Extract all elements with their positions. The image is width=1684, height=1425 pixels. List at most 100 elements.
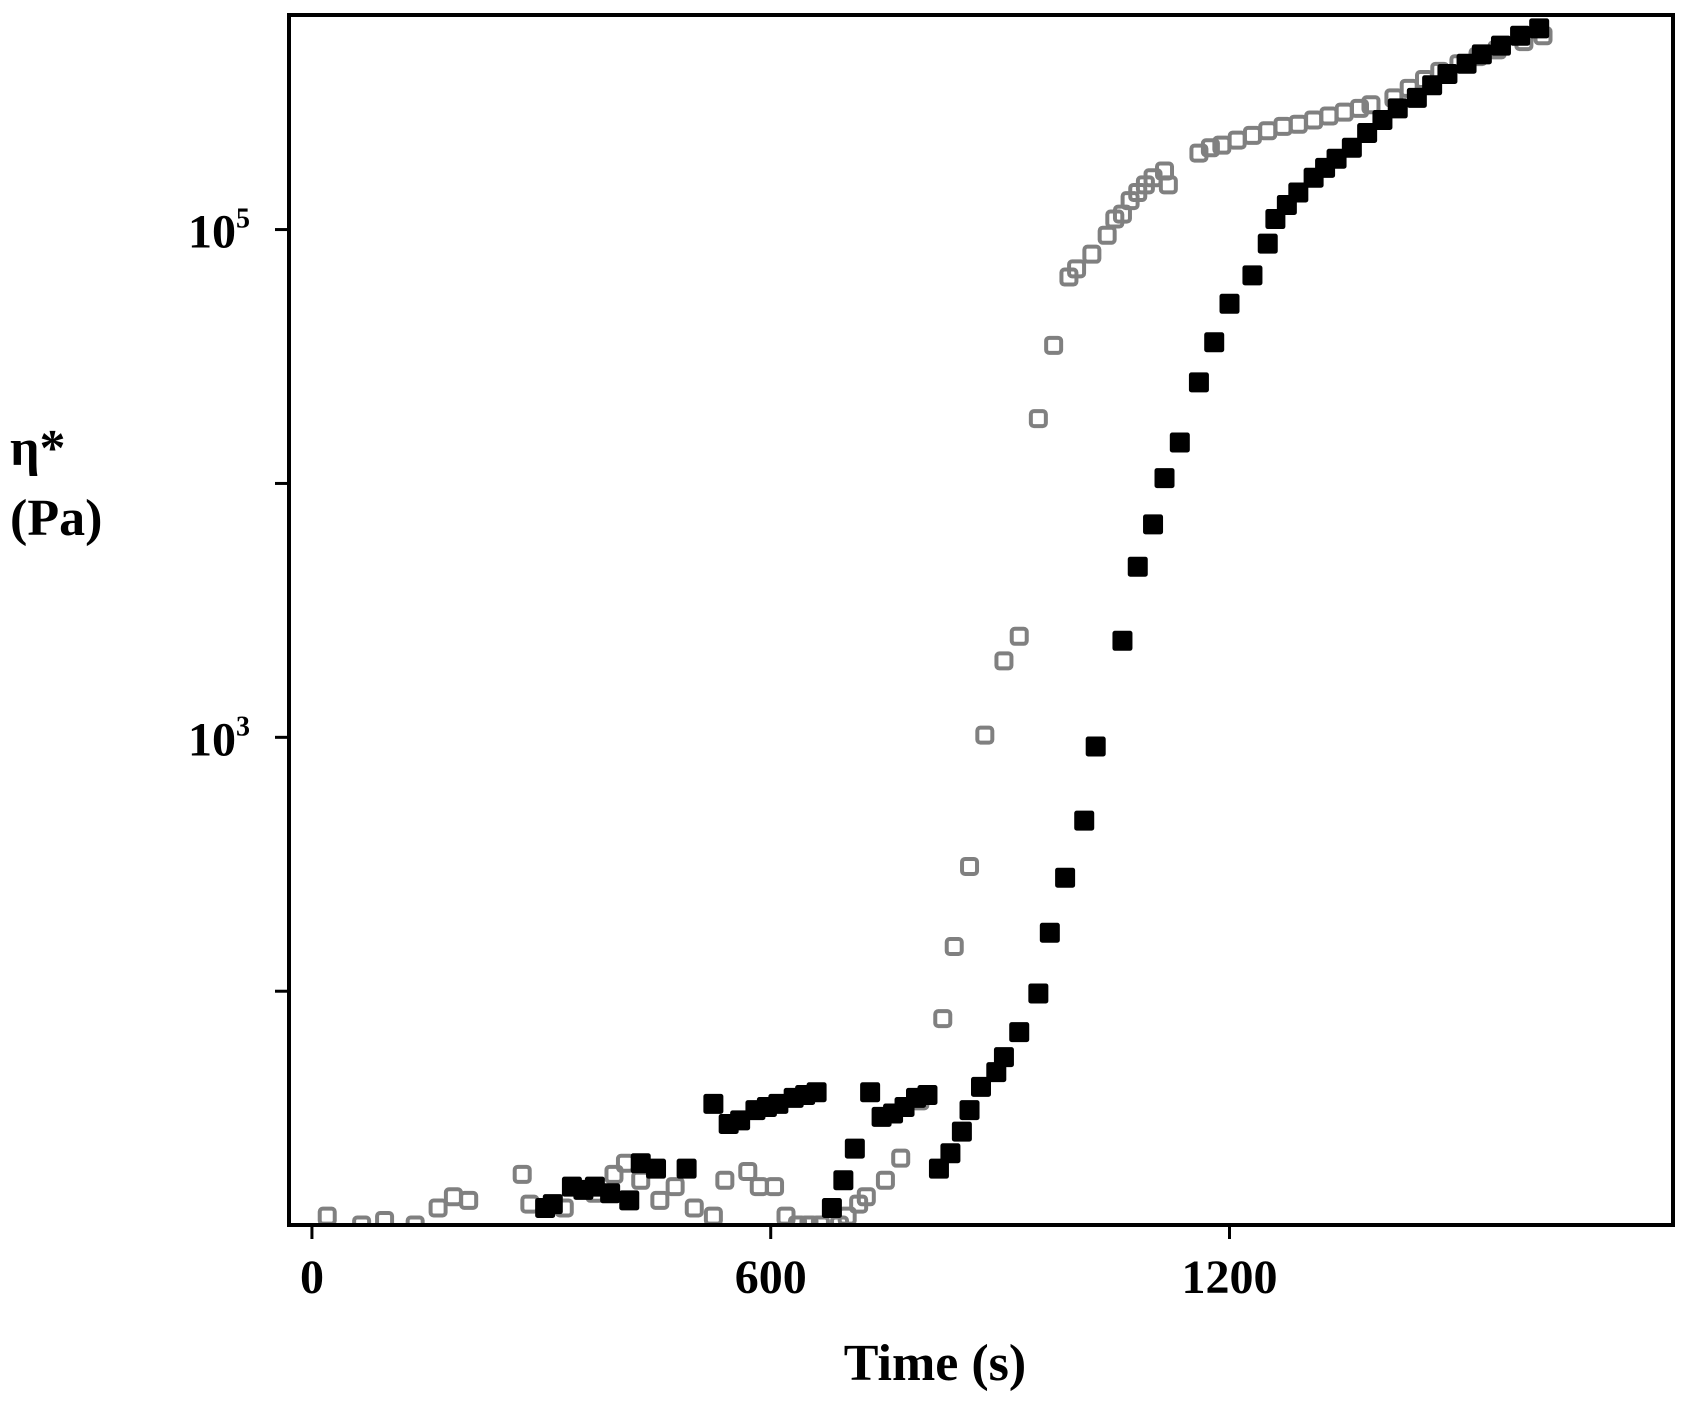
y-tick-label: 103: [188, 711, 250, 766]
data-point-filled: [1085, 736, 1106, 757]
y-tick-label: 105: [188, 204, 250, 259]
data-point-filled: [1039, 922, 1060, 943]
data-point-open: [428, 1198, 448, 1218]
data-point-filled: [1471, 44, 1492, 65]
data-point-filled: [1422, 75, 1443, 96]
data-point-open: [459, 1190, 479, 1210]
data-point-open: [1082, 244, 1102, 264]
data-markers: [317, 18, 1553, 1225]
data-point-filled: [806, 1082, 827, 1103]
data-point-filled: [917, 1085, 938, 1106]
data-point-filled: [619, 1190, 640, 1211]
data-point-open: [765, 1177, 785, 1197]
data-point-filled: [1529, 18, 1550, 39]
data-point-filled: [1242, 265, 1263, 286]
data-point-filled: [1127, 556, 1148, 577]
data-point-filled: [1341, 137, 1362, 158]
data-point-open: [1200, 138, 1220, 158]
data-point-filled: [730, 1110, 751, 1131]
data-point-open: [1189, 143, 1209, 163]
data-point-filled: [928, 1158, 949, 1179]
data-point-filled: [951, 1121, 972, 1142]
data-point-filled: [959, 1100, 980, 1121]
data-point-filled: [1074, 810, 1095, 831]
data-point-filled: [993, 1047, 1014, 1068]
data-point-open: [787, 1215, 807, 1225]
data-point-filled: [1326, 148, 1347, 169]
data-point-open: [715, 1170, 735, 1190]
data-point-filled: [1257, 233, 1278, 254]
data-point-filled: [486, 1224, 505, 1225]
data-point-filled: [513, 1224, 532, 1225]
data-point-filled: [1028, 983, 1049, 1004]
data-point-filled: [676, 1158, 697, 1179]
data-point-filled: [1357, 123, 1378, 144]
data-point-filled: [1009, 1022, 1030, 1043]
data-point-open: [1288, 114, 1308, 134]
data-point-filled: [1055, 867, 1076, 888]
data-point-open: [1097, 225, 1117, 245]
data-point-filled: [1188, 372, 1209, 393]
data-point-open: [405, 1215, 425, 1225]
x-axis-label: Time (s): [844, 1335, 1026, 1392]
data-point-filled: [821, 1198, 842, 1219]
data-point-open: [944, 937, 964, 957]
data-point-open: [520, 1194, 540, 1214]
data-point-open: [1242, 125, 1262, 145]
data-point-open: [375, 1210, 395, 1225]
data-point-open: [1009, 626, 1029, 646]
data-point-open: [317, 1206, 337, 1225]
data-point-filled: [1387, 98, 1408, 119]
data-point-open: [1067, 259, 1087, 279]
data-point-open: [856, 1187, 876, 1207]
data-point-filled: [1437, 63, 1458, 84]
data-point-open: [1258, 121, 1278, 141]
data-point-filled: [646, 1158, 667, 1179]
series-1: [317, 26, 1553, 1225]
data-point-open: [604, 1164, 624, 1184]
data-point-open: [684, 1198, 704, 1218]
x-tick-label: 0: [300, 1251, 324, 1304]
data-point-open: [933, 1009, 953, 1029]
data-point-filled: [1372, 110, 1393, 131]
data-point-open: [1334, 102, 1354, 122]
data-point-filled: [971, 1076, 991, 1097]
data-point-open: [1273, 116, 1293, 136]
data-point-filled: [1154, 468, 1175, 489]
data-point-filled: [1219, 293, 1240, 314]
data-point-filled: [542, 1194, 563, 1215]
data-point-open: [875, 1170, 895, 1190]
data-point-filled: [1143, 514, 1164, 535]
data-point-open: [810, 1215, 830, 1225]
data-point-filled: [1490, 35, 1511, 56]
data-point-filled: [844, 1138, 865, 1159]
x-tick-label: 600: [735, 1251, 807, 1304]
data-point-open: [615, 1153, 635, 1173]
data-point-open: [631, 1170, 651, 1190]
plot-frame: [287, 13, 1675, 1227]
data-point-open: [1158, 175, 1178, 195]
series-2: [486, 18, 1550, 1225]
data-point-open: [352, 1215, 372, 1225]
x-tick-label: 1200: [1182, 1251, 1278, 1304]
data-point-filled: [1288, 182, 1309, 203]
data-point-open: [512, 1164, 532, 1184]
y-axis-label-symbol: η*: [10, 420, 66, 477]
data-point-open: [1044, 335, 1064, 355]
x-axis-ticks: 0 600 1200: [300, 1225, 1278, 1304]
data-point-filled: [1112, 630, 1133, 651]
data-point-filled: [1406, 87, 1427, 108]
data-point-filled: [1169, 432, 1190, 453]
data-point-open: [1319, 106, 1339, 126]
data-point-filled: [940, 1143, 961, 1164]
data-point-open: [665, 1177, 685, 1197]
data-point-filled: [703, 1093, 724, 1114]
data-point-open: [650, 1190, 670, 1210]
data-point-filled: [833, 1170, 854, 1191]
y-axis-ticks: 103 105: [188, 204, 289, 993]
data-point-filled: [1204, 332, 1225, 353]
data-point-filled: [600, 1183, 621, 1204]
data-point-open: [799, 1215, 819, 1225]
y-axis-label-unit: (Pa): [10, 490, 102, 547]
